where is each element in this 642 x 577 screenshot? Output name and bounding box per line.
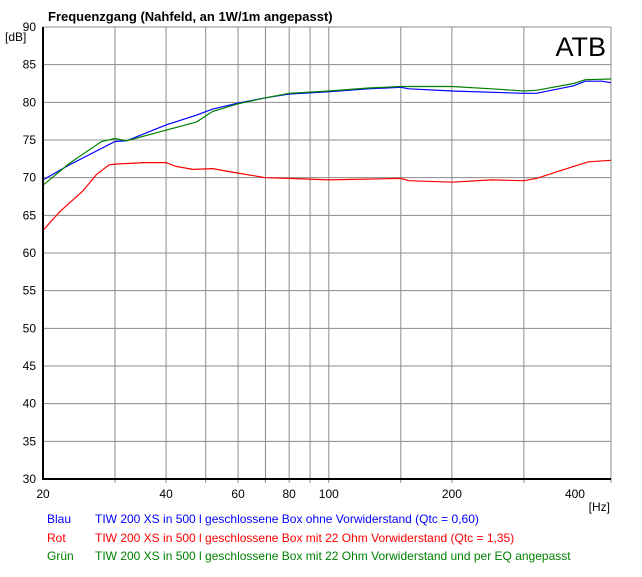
y-tick-label: 85 xyxy=(23,58,37,72)
y-tick-label: 40 xyxy=(23,397,37,411)
x-tick-label: 40 xyxy=(159,487,173,501)
y-tick-label: 35 xyxy=(23,434,37,448)
series-line-grün xyxy=(42,78,612,186)
y-tick-label: 55 xyxy=(23,284,37,298)
legend-item-gruen: Grün TIW 200 XS in 500 l geschlossene Box… xyxy=(47,549,571,563)
y-tick-label: 65 xyxy=(23,208,37,222)
x-tick-label: 80 xyxy=(282,487,296,501)
series-line-rot xyxy=(42,159,612,231)
y-axis-label: [dB] xyxy=(5,30,26,44)
legend-label: TIW 200 XS in 500 l geschlossene Box mit… xyxy=(95,531,515,545)
x-tick-label: 100 xyxy=(319,487,339,501)
grid xyxy=(43,26,612,483)
y-tick-label: 80 xyxy=(23,95,37,109)
y-tick-label: 70 xyxy=(23,171,37,185)
x-tick-label: 20 xyxy=(36,487,50,501)
y-tick-label: 90 xyxy=(23,20,37,34)
y-tick-label: 45 xyxy=(23,359,37,373)
legend-item-rot: Rot TIW 200 XS in 500 l geschlossene Box … xyxy=(47,531,514,545)
y-tick-label: 30 xyxy=(23,472,37,486)
legend-color-name: Rot xyxy=(47,531,66,545)
x-tick-label: 400 xyxy=(565,487,585,501)
legend-color-name: Grün xyxy=(47,549,74,563)
legend-label: TIW 200 XS in 500 l geschlossene Box mit… xyxy=(95,549,571,563)
tick-labels: 30 35 40 45 50 55 60 65 70 75 80 85 90 20 40 60 80 100 200… xyxy=(23,20,586,501)
chart-title: Frequenzgang (Nahfeld, an 1W/1m angepass… xyxy=(48,9,333,24)
watermark-atb: ATB xyxy=(555,32,606,62)
series-lines xyxy=(42,78,612,231)
x-axis-label: [Hz] xyxy=(589,500,610,514)
y-tick-label: 60 xyxy=(23,246,37,260)
x-tick-label: 200 xyxy=(442,487,462,501)
x-tick-label: 60 xyxy=(231,487,245,501)
axes xyxy=(42,27,611,480)
legend-item-blau: Blau TIW 200 XS in 500 l geschlossene Box… xyxy=(47,512,479,526)
legend-label: TIW 200 XS in 500 l geschlossene Box ohn… xyxy=(95,512,479,526)
y-tick-label: 75 xyxy=(23,133,37,147)
series-line-blau xyxy=(42,80,612,181)
legend-color-name: Blau xyxy=(47,512,72,526)
y-tick-label: 50 xyxy=(23,321,37,335)
